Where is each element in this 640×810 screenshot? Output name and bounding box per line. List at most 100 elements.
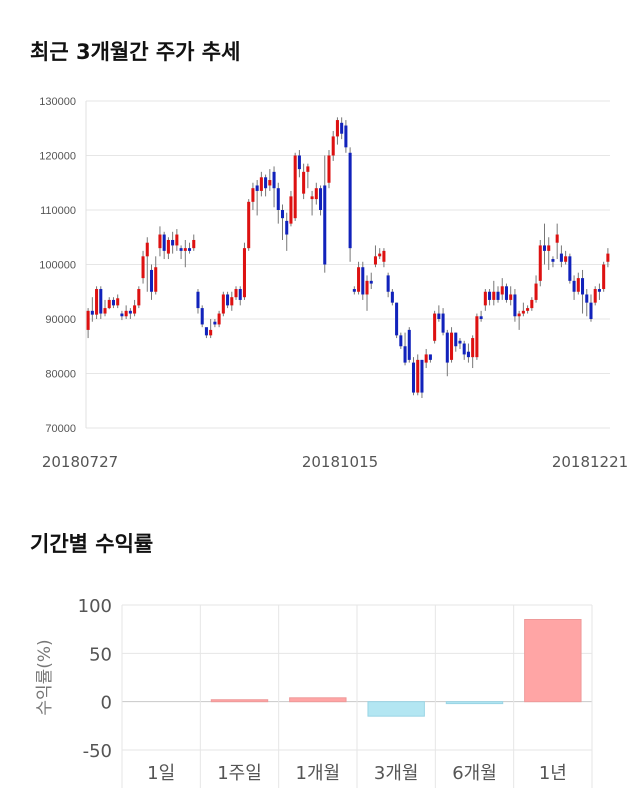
- candle-y-tick-label: 110000: [40, 205, 76, 217]
- candle-body: [196, 291, 200, 309]
- candle-body: [90, 310, 94, 315]
- candle-body: [445, 332, 449, 363]
- candle-body: [99, 289, 103, 314]
- candle-body: [542, 245, 547, 251]
- candle-body: [411, 362, 416, 393]
- candle-body: [433, 313, 437, 341]
- candle-body: [306, 166, 310, 172]
- bar-y-label-group: 수익률(%): [35, 639, 55, 715]
- candle-body: [399, 335, 403, 347]
- bar-category-label: 1개월: [296, 763, 341, 784]
- bar-category-label: 3개월: [374, 763, 419, 784]
- candle-body: [242, 248, 246, 298]
- candle-x-tick-label: 20180727: [42, 453, 118, 471]
- candle-body: [162, 234, 166, 251]
- candle-body: [509, 294, 513, 300]
- candle-body: [581, 278, 585, 295]
- candle-body: [462, 343, 466, 355]
- candle-body: [331, 136, 335, 156]
- candle-body: [488, 291, 492, 300]
- bar-category-label: 6개월: [452, 763, 497, 784]
- candle-body: [154, 267, 158, 292]
- candle-body: [483, 291, 487, 306]
- candle-body: [297, 155, 301, 170]
- candle-body: [395, 302, 399, 336]
- candle-body: [280, 210, 285, 219]
- candle-body: [158, 234, 162, 249]
- candle-body: [568, 256, 572, 281]
- candle-body: [335, 120, 339, 137]
- candle-body: [340, 122, 344, 134]
- bar-y-tick-label: -50: [83, 741, 112, 762]
- candle-body: [534, 283, 538, 300]
- candle-x-axis: 20180727 20181015 20181221: [42, 453, 628, 471]
- candle-body: [441, 313, 445, 333]
- candle-body: [602, 264, 606, 290]
- candle-body: [496, 291, 500, 300]
- candle-body: [128, 310, 132, 314]
- candle-body: [492, 291, 496, 300]
- candle-body: [285, 220, 289, 235]
- bar-category-label: 1주일: [217, 763, 262, 784]
- candle-y-axis: 130000 120000 110000 100000 90000 80000 70000: [39, 96, 76, 435]
- return-bar: [445, 701, 504, 705]
- bar-y-tick-label: 100: [78, 596, 112, 617]
- candle-body: [323, 185, 327, 265]
- candle-body: [264, 177, 268, 189]
- candle-body: [551, 259, 555, 262]
- candle-body: [517, 313, 521, 317]
- candle-body: [171, 239, 175, 246]
- candle-body: [175, 234, 179, 246]
- candle-body: [141, 256, 145, 279]
- candle-body: [361, 267, 365, 295]
- candle-body: [450, 332, 454, 360]
- bar-grid: [121, 604, 593, 788]
- candle-body: [344, 125, 348, 148]
- candle-body: [369, 280, 373, 284]
- candle-body: [111, 299, 115, 306]
- candle-body: [259, 177, 263, 191]
- bar-x-axis: 1일 1주일 1개월 3개월 6개월 1년: [147, 763, 567, 784]
- candle-body: [352, 289, 356, 292]
- candle-body: [149, 269, 154, 292]
- candle-body: [86, 310, 90, 330]
- candle-body: [272, 171, 276, 189]
- candle-body: [437, 313, 441, 319]
- candle-y-tick-label: 120000: [39, 151, 76, 163]
- candle-body: [124, 310, 128, 317]
- candle-body: [373, 256, 377, 265]
- bar-y-tick-label: 50: [89, 644, 112, 665]
- candle-body: [247, 201, 251, 249]
- candle-body: [555, 234, 559, 243]
- candle-body: [251, 188, 255, 202]
- bar-series: [210, 619, 582, 717]
- candle-body: [314, 188, 318, 200]
- candle-body: [526, 308, 530, 311]
- candle-body: [276, 188, 280, 210]
- candle-body: [217, 313, 221, 325]
- candle-body: [382, 250, 386, 262]
- candlestick-chart: 130000120000110000100000900008000070000 …: [39, 96, 628, 471]
- bar-category-label: 1년: [539, 763, 567, 784]
- candle-body: [500, 286, 504, 295]
- return-bar: [289, 697, 347, 703]
- candle-body: [547, 245, 551, 251]
- candle-body: [116, 298, 120, 306]
- candle-body: [179, 248, 183, 251]
- candle-x-tick-label: 20181015: [302, 453, 378, 471]
- candle-y-tick-label: 70000: [45, 423, 76, 435]
- candle-body: [200, 308, 204, 325]
- candle-body: [572, 280, 576, 292]
- candle-body: [585, 294, 589, 303]
- candle-x-tick-label: 20181221: [552, 453, 628, 471]
- candle-body: [559, 253, 563, 262]
- candle-body: [103, 308, 107, 314]
- candle-y-tick-label: 80000: [45, 369, 76, 381]
- candle-body: [95, 289, 99, 315]
- bar-y-axis-label: 수익률(%): [35, 639, 55, 715]
- stock-trend-title: 최근 3개월간 주가 추세: [30, 40, 241, 64]
- candle-body: [188, 248, 192, 251]
- candle-grid: [85, 100, 610, 429]
- candle-body: [348, 152, 352, 249]
- candle-body: [589, 302, 593, 319]
